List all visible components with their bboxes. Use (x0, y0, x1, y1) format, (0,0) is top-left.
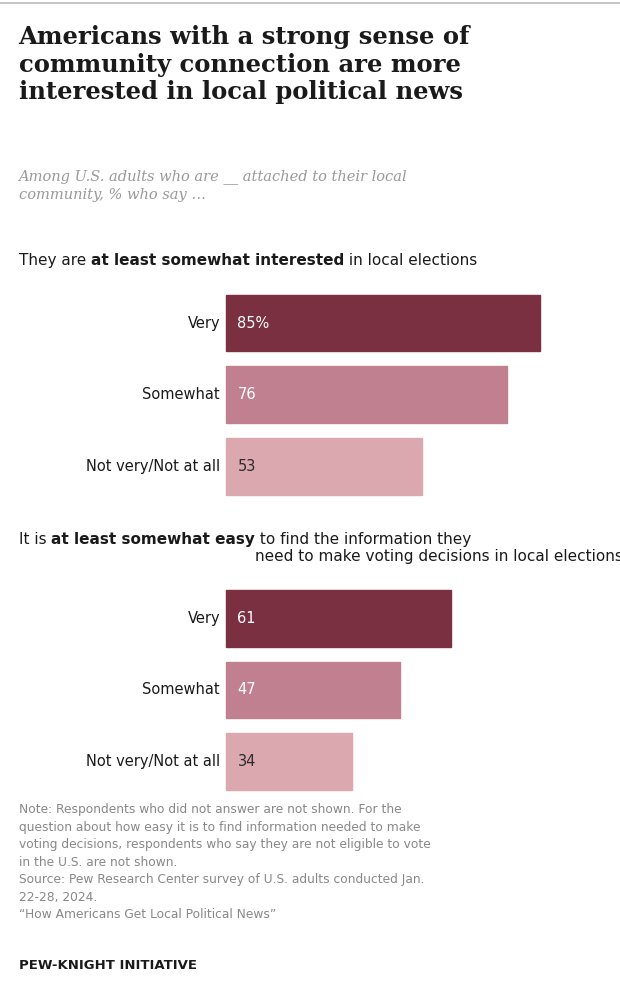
Text: 76: 76 (237, 387, 256, 403)
Text: 61: 61 (237, 610, 256, 626)
Text: Somewhat: Somewhat (143, 387, 220, 403)
Bar (226, 366, 507, 423)
Bar (226, 734, 352, 789)
Text: 53: 53 (237, 458, 256, 474)
Text: Very: Very (187, 315, 220, 331)
Text: Note: Respondents who did not answer are not shown. For the
question about how e: Note: Respondents who did not answer are… (19, 803, 430, 921)
Bar (226, 662, 400, 718)
Text: 85%: 85% (237, 315, 270, 331)
Bar (226, 437, 422, 494)
Text: Americans with a strong sense of
community connection are more
interested in loc: Americans with a strong sense of communi… (19, 25, 470, 104)
Text: 34: 34 (237, 753, 256, 769)
Bar (226, 294, 540, 351)
Text: at least somewhat easy: at least somewhat easy (51, 532, 255, 547)
Text: Among U.S. adults who are __ attached to their local
community, % who say …: Among U.S. adults who are __ attached to… (19, 169, 407, 202)
Bar (226, 589, 451, 647)
Text: to find the information they
need to make voting decisions in local elections: to find the information they need to mak… (255, 532, 620, 565)
Text: Not very/Not at all: Not very/Not at all (86, 753, 220, 769)
Text: at least somewhat interested: at least somewhat interested (91, 253, 344, 268)
Text: PEW-KNIGHT INITIATIVE: PEW-KNIGHT INITIATIVE (19, 959, 197, 972)
Text: 47: 47 (237, 682, 256, 698)
Text: in local elections: in local elections (344, 253, 477, 268)
Text: Very: Very (187, 610, 220, 626)
Text: It is: It is (19, 532, 51, 547)
Text: Not very/Not at all: Not very/Not at all (86, 458, 220, 474)
Text: They are: They are (19, 253, 91, 268)
Text: Somewhat: Somewhat (143, 682, 220, 698)
